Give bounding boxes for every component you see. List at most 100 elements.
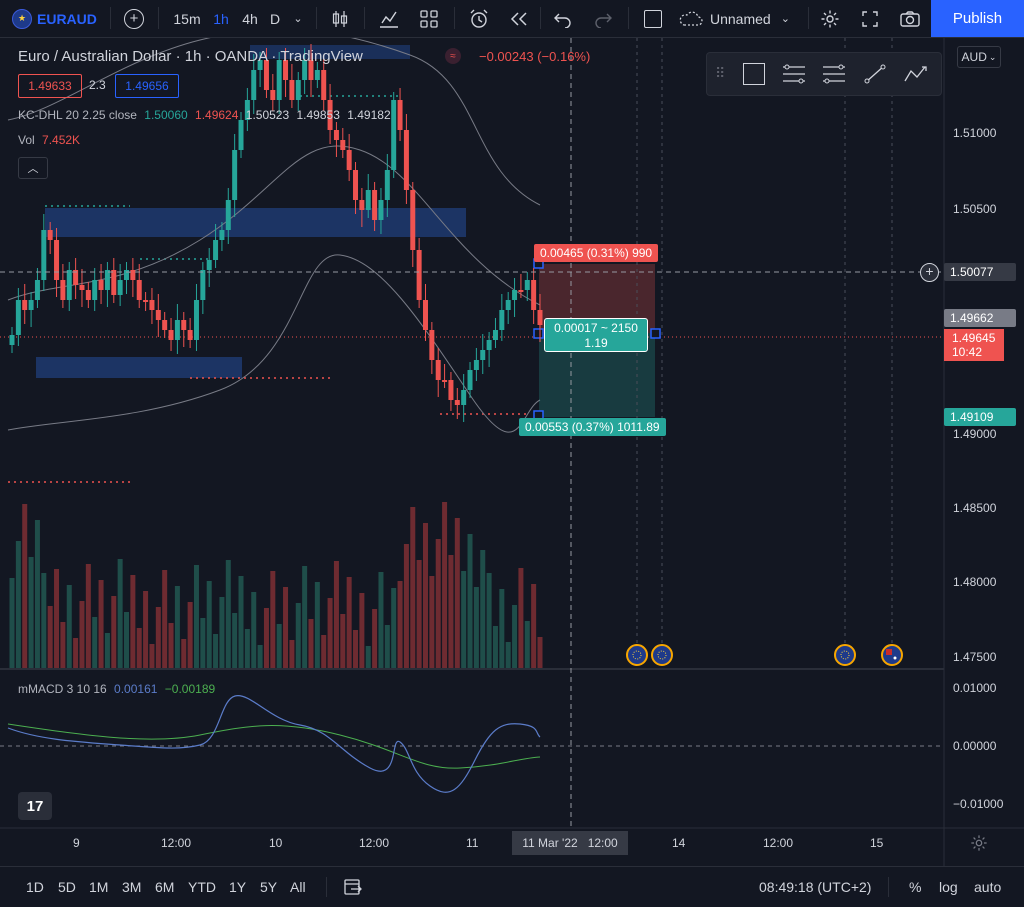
chart-canvas[interactable] — [0, 38, 1024, 866]
percent-toggle[interactable]: % — [909, 879, 922, 895]
position-handle-right[interactable] — [650, 328, 661, 339]
goto-date-button[interactable] — [343, 867, 363, 907]
clock-timezone[interactable]: 08:49:18 (UTC+2) — [759, 879, 872, 895]
publish-button[interactable]: Publish — [931, 0, 1024, 37]
volume-bar — [136, 628, 142, 668]
redo-button[interactable] — [588, 0, 618, 37]
drag-handle-icon[interactable]: ⠿ — [715, 65, 727, 81]
eur-event-icon[interactable] — [626, 644, 648, 666]
macd-legend[interactable]: mMACD 3 10 16 0.00161 −0.00189 — [18, 682, 215, 696]
volume-bar — [193, 565, 199, 668]
aud-event-icon[interactable] — [881, 644, 903, 666]
chart-type-button[interactable] — [326, 0, 354, 37]
snapshot-button[interactable] — [896, 0, 924, 37]
candle-body — [397, 100, 403, 130]
log-toggle[interactable]: log — [939, 879, 958, 895]
demand-zone-upper[interactable] — [45, 208, 466, 237]
volume-bar — [467, 534, 473, 668]
undo-button[interactable] — [548, 0, 578, 37]
macd-value-1: 0.00161 — [114, 682, 158, 696]
bottom-toolbar: 1D 5D 1M 3M 6M YTD 1Y 5Y All 08:49:18 (U… — [0, 866, 1024, 907]
chart-title: Euro / Australian Dollar · 1h · OANDA · … — [18, 48, 363, 65]
candle-body — [143, 300, 149, 302]
volume-bar — [149, 644, 155, 668]
volume-bar — [225, 560, 231, 668]
volume-bar — [263, 608, 269, 668]
eur-event-icon[interactable] — [651, 644, 673, 666]
candle-body — [155, 310, 161, 320]
range-5d[interactable]: 5D — [58, 879, 76, 895]
candle-body — [22, 300, 28, 310]
volume-bar — [200, 618, 206, 668]
position-center-label[interactable]: 0.00017 ~ 2150 1.19 — [544, 318, 648, 352]
volume-legend[interactable]: Vol 7.452K — [18, 133, 80, 147]
take-profit-label[interactable]: 0.00553 (0.37%) 1011.89 — [519, 418, 666, 436]
volume-bar — [47, 606, 53, 668]
range-6m[interactable]: 6M — [155, 879, 175, 895]
time-axis-settings-button[interactable] — [970, 834, 988, 852]
templates-button[interactable] — [414, 0, 444, 37]
candle-body — [200, 270, 206, 300]
auto-toggle[interactable]: auto — [974, 879, 1002, 895]
candle-body — [429, 330, 435, 360]
price-tick: 1.51000 — [953, 126, 997, 140]
sell-button[interactable]: 1.49633 — [18, 74, 82, 98]
interval-4h[interactable]: 4h — [242, 10, 258, 27]
volume-bar — [365, 646, 371, 668]
kc-label: KC-DHL 20 2.25 close — [18, 108, 137, 122]
interval-dropdown-icon[interactable]: ⌄ — [293, 13, 303, 25]
indicators-button[interactable] — [374, 0, 404, 37]
zone-top — [250, 45, 410, 59]
candle-body — [384, 170, 390, 200]
settings-badge-icon[interactable]: ≈ — [445, 48, 461, 64]
buy-button[interactable]: 1.49656 — [115, 74, 179, 98]
candle-body — [524, 280, 530, 290]
candle-body — [66, 270, 72, 300]
demand-zone-lower[interactable] — [36, 357, 242, 378]
interval-1h[interactable]: 1h — [213, 10, 229, 27]
interval-d[interactable]: D — [269, 10, 281, 27]
gear-icon — [971, 835, 987, 851]
alert-button[interactable] — [464, 0, 494, 37]
interval-15m[interactable]: 15m — [173, 10, 201, 27]
macd-value-2: −0.00189 — [164, 682, 216, 696]
crosshair-add-button[interactable]: + — [920, 263, 939, 282]
position-handle-entry[interactable] — [533, 328, 544, 339]
rectangle-tool-icon[interactable] — [743, 63, 765, 85]
trendline-tool-icon[interactable] — [863, 63, 887, 85]
eur-event-icon[interactable] — [834, 644, 856, 666]
kc-legend[interactable]: KC-DHL 20 2.25 close 1.50060 1.49624 1.5… — [18, 108, 391, 122]
volume-bar — [492, 626, 498, 668]
path-tool-icon[interactable] — [903, 63, 931, 85]
range-1m[interactable]: 1M — [89, 879, 109, 895]
pitchfork-tool-icon[interactable] — [821, 63, 847, 85]
volume-bar — [238, 576, 244, 668]
range-1y[interactable]: 1Y — [229, 879, 247, 895]
fib-tool-icon[interactable] — [781, 63, 807, 85]
candle-body — [41, 230, 47, 280]
layout-button[interactable] — [638, 0, 668, 37]
replay-button[interactable] — [504, 0, 534, 37]
volume-bar — [518, 568, 524, 668]
tradingview-logo[interactable]: 17 — [18, 792, 52, 820]
layout-name-button[interactable]: Unnamed ⌄ — [678, 0, 798, 37]
currency-selector[interactable]: AUD ⌄ — [957, 46, 1001, 68]
stop-loss-label[interactable]: 0.00465 (0.31%) 990 — [534, 244, 659, 262]
euro-flag-icon: ★ — [12, 8, 32, 29]
volume-bar — [473, 587, 479, 668]
volume-bar — [251, 592, 257, 668]
range-ytd[interactable]: YTD — [188, 879, 216, 895]
volume-bar — [403, 544, 409, 668]
range-1d[interactable]: 1D — [26, 879, 44, 895]
range-5y[interactable]: 5Y — [260, 879, 278, 895]
compare-symbol-button[interactable]: + — [120, 0, 148, 37]
range-all[interactable]: All — [290, 879, 306, 895]
range-3m[interactable]: 3M — [122, 879, 142, 895]
settings-button[interactable] — [816, 0, 844, 37]
fullscreen-button[interactable] — [856, 0, 884, 37]
volume-bar — [111, 596, 117, 668]
candle-body — [518, 290, 524, 292]
collapse-legend-button[interactable]: ︿ — [18, 157, 48, 179]
candle-body — [416, 250, 422, 300]
symbol-search[interactable]: ★ EURAUD — [12, 0, 102, 37]
